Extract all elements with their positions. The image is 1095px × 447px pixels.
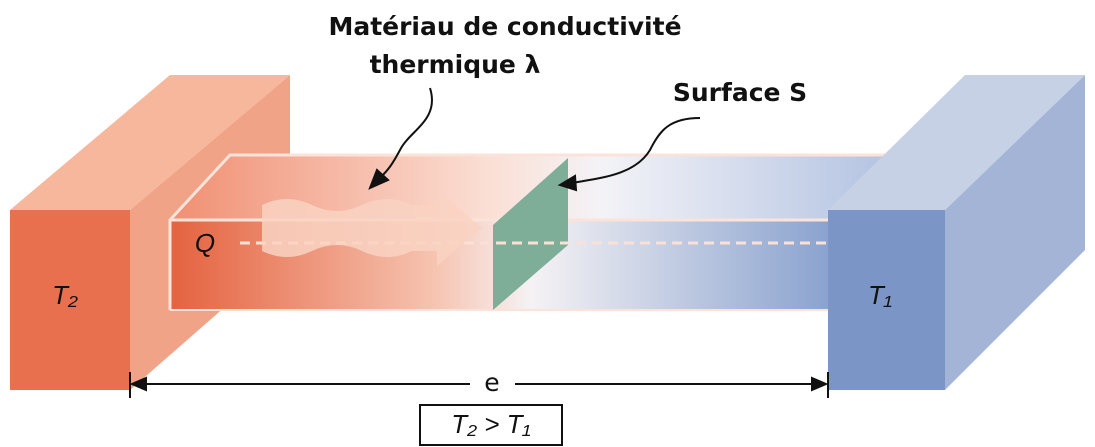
dimension (129, 372, 829, 446)
length-label: e (484, 368, 499, 397)
surface-label: Surface S (673, 78, 807, 107)
bar (168, 153, 890, 311)
condition-label: T₂ > T₁ (451, 409, 531, 439)
pointers (368, 87, 701, 192)
material-label: thermique λ (370, 50, 541, 79)
cold-label: T₁ (868, 280, 892, 310)
heat-label: Q (195, 228, 215, 258)
material-label: Matériau de conductivité (328, 12, 681, 41)
cold-block (828, 75, 1085, 390)
hot-label: T₂ (52, 280, 78, 310)
